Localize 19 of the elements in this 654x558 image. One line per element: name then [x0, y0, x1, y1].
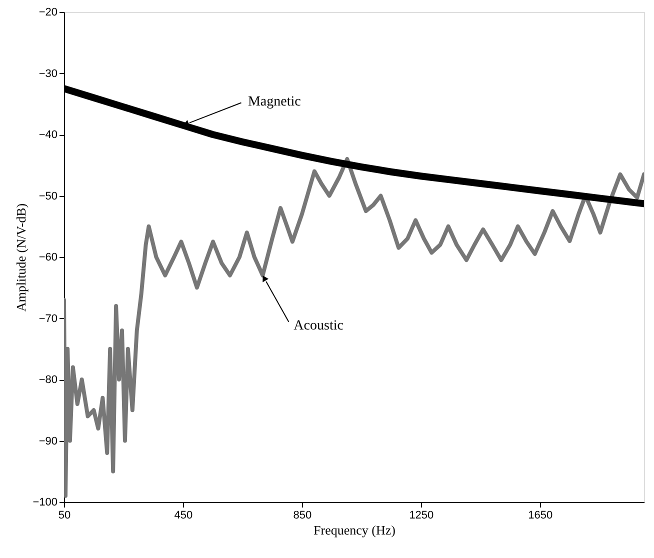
- x-axis-title: Frequency (Hz): [314, 522, 396, 538]
- y-axis-title: Amplitude (N/V-dB): [14, 203, 29, 312]
- y-tick-label: −20: [38, 6, 58, 18]
- y-tick-label: −100: [32, 496, 58, 508]
- y-tick-label: −80: [38, 374, 58, 386]
- x-tick-label: 450: [174, 510, 193, 522]
- y-tick-label: −50: [38, 190, 58, 202]
- y-tick-label: −70: [38, 312, 58, 325]
- annotation: Acoustic: [294, 318, 344, 334]
- y-tick-label: −40: [38, 129, 58, 141]
- x-tick-label: 50: [58, 510, 71, 522]
- x-tick-label: 1250: [409, 510, 434, 522]
- y-tick-label: −30: [38, 68, 58, 80]
- y-tick-label: −60: [38, 252, 58, 264]
- x-tick-label: 1650: [528, 510, 553, 522]
- annotation: Magnetic: [248, 94, 301, 110]
- y-tick-label: −90: [38, 435, 58, 448]
- x-tick-label: 850: [293, 510, 312, 522]
- line-series: [64, 157, 644, 498]
